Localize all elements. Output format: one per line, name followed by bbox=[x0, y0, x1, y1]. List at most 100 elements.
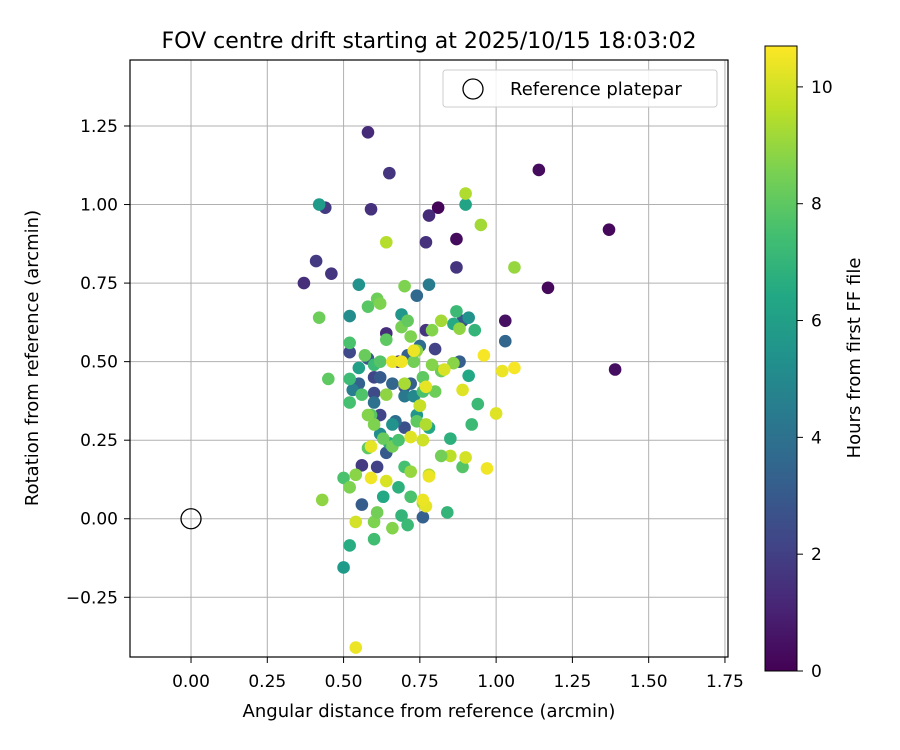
x-axis-ticks: 0.00 0.25 0.50 0.75 1.00 1.25 1.50 1.75 bbox=[172, 657, 744, 692]
data-point bbox=[325, 267, 338, 280]
data-point bbox=[401, 518, 414, 532]
x-tick-label: 0.50 bbox=[325, 672, 363, 692]
colorbar-tick-label: 4 bbox=[811, 428, 822, 448]
data-point bbox=[474, 218, 488, 232]
data-point bbox=[398, 389, 411, 403]
data-point bbox=[361, 300, 375, 313]
data-point bbox=[395, 509, 408, 522]
y-tick-label: −0.25 bbox=[66, 588, 118, 608]
data-point bbox=[349, 468, 363, 482]
chart-title: FOV centre drift starting at 2025/10/15 … bbox=[162, 29, 697, 54]
data-point bbox=[364, 440, 378, 453]
data-point bbox=[297, 276, 311, 290]
data-point bbox=[422, 209, 436, 222]
data-point bbox=[450, 261, 463, 274]
y-tick-label: 0.00 bbox=[80, 510, 118, 530]
data-point bbox=[450, 305, 463, 318]
data-point bbox=[465, 418, 479, 431]
data-point bbox=[386, 377, 399, 390]
data-point bbox=[349, 515, 363, 529]
data-point bbox=[428, 342, 442, 356]
reference-platepar-marker bbox=[180, 508, 202, 530]
data-point bbox=[352, 361, 366, 375]
data-point bbox=[361, 125, 375, 139]
data-point bbox=[401, 314, 414, 328]
data-point bbox=[364, 202, 378, 216]
data-point bbox=[508, 261, 521, 274]
data-point bbox=[441, 506, 454, 519]
data-point bbox=[422, 278, 436, 291]
x-tick-label: 1.50 bbox=[630, 672, 668, 692]
data-point bbox=[459, 451, 472, 464]
data-point bbox=[434, 314, 448, 328]
colorbar-tick-label: 6 bbox=[811, 312, 822, 332]
data-point bbox=[398, 421, 411, 434]
data-point bbox=[383, 166, 396, 180]
data-point bbox=[437, 363, 451, 376]
data-point bbox=[407, 355, 421, 368]
data-point bbox=[392, 433, 405, 447]
data-point bbox=[343, 396, 356, 409]
legend-marker-reference bbox=[462, 78, 484, 100]
data-point bbox=[367, 386, 381, 400]
data-point bbox=[395, 355, 408, 368]
data-point bbox=[541, 281, 555, 295]
data-point bbox=[431, 201, 445, 214]
x-tick-label: 0.25 bbox=[248, 672, 286, 692]
y-tick-label: 0.50 bbox=[80, 353, 118, 373]
y-axis-ticks: −0.25 0.00 0.25 0.50 0.75 1.00 1.25 bbox=[66, 117, 130, 608]
data-point bbox=[355, 388, 369, 401]
data-point bbox=[315, 493, 329, 507]
data-point bbox=[373, 371, 387, 384]
data-point bbox=[602, 223, 616, 236]
y-tick-label: 1.00 bbox=[80, 196, 118, 216]
data-point bbox=[404, 430, 417, 444]
y-axis-label: Rotation from reference (arcmin) bbox=[22, 210, 43, 506]
data-point bbox=[343, 336, 356, 350]
data-point bbox=[416, 433, 430, 447]
y-tick-label: 0.75 bbox=[80, 274, 118, 294]
data-point bbox=[404, 330, 417, 343]
data-point bbox=[447, 356, 460, 370]
data-point bbox=[444, 432, 457, 445]
colorbar-label: Hours from first FF file bbox=[844, 258, 865, 459]
data-point bbox=[410, 289, 424, 302]
colorbar-tick-label: 2 bbox=[811, 545, 822, 565]
data-point bbox=[386, 521, 399, 535]
x-tick-label: 1.75 bbox=[706, 672, 744, 692]
data-point bbox=[361, 408, 375, 422]
data-point bbox=[392, 481, 405, 494]
data-point bbox=[459, 198, 472, 211]
data-point bbox=[337, 471, 350, 485]
data-point bbox=[386, 418, 399, 431]
data-point bbox=[352, 278, 366, 291]
colorbar-gradient bbox=[764, 45, 798, 672]
data-point bbox=[489, 407, 503, 420]
data-point bbox=[444, 449, 457, 463]
x-axis-label: Angular distance from reference (arcmin) bbox=[243, 701, 616, 722]
data-point bbox=[480, 462, 494, 475]
data-point bbox=[459, 187, 472, 200]
data-point bbox=[364, 471, 378, 485]
data-points bbox=[180, 125, 622, 654]
data-point bbox=[343, 539, 356, 552]
data-point bbox=[404, 490, 417, 504]
data-point bbox=[322, 372, 335, 386]
data-point bbox=[425, 323, 439, 337]
plot-frame bbox=[129, 59, 729, 658]
data-point bbox=[379, 235, 393, 249]
data-point bbox=[309, 254, 323, 268]
legend: Reference platepar bbox=[442, 69, 718, 108]
data-point bbox=[471, 397, 485, 411]
data-point bbox=[453, 322, 466, 335]
data-point bbox=[373, 297, 387, 310]
data-point bbox=[355, 459, 369, 472]
y-tick-label: 1.25 bbox=[80, 117, 118, 137]
data-point bbox=[349, 641, 363, 654]
data-point bbox=[398, 377, 411, 390]
x-tick-label: 1.25 bbox=[553, 672, 591, 692]
y-tick-label: 0.25 bbox=[80, 431, 118, 451]
data-point bbox=[425, 358, 439, 372]
colorbar-tick-label: 10 bbox=[811, 78, 833, 98]
